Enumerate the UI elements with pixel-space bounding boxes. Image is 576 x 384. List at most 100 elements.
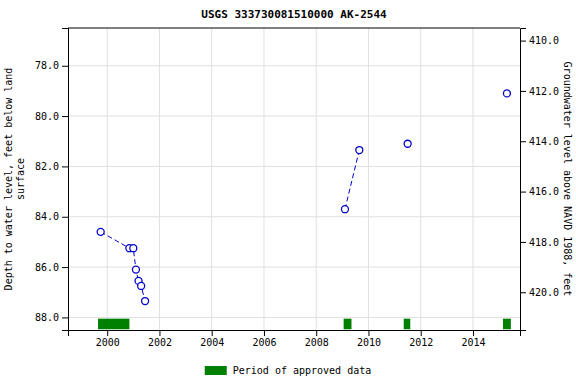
tick-mark <box>62 66 68 67</box>
tick-label: 418.0 <box>529 237 559 248</box>
bars <box>98 319 511 330</box>
frame-line <box>68 28 520 29</box>
tick: 410.0 <box>520 35 559 46</box>
grid-line <box>68 116 520 117</box>
tick-mark <box>62 166 68 167</box>
legend-item: Period of approved data <box>205 365 371 376</box>
line <box>345 150 359 209</box>
tick: 418.0 <box>520 237 559 248</box>
tick-mark <box>520 141 526 142</box>
tick-mark <box>473 330 474 336</box>
tick-label: 82.0 <box>35 161 59 172</box>
y-axis: 78.0 80.0 82.0 84.0 86.0 88.0 <box>35 29 69 331</box>
tick-mark <box>520 292 526 293</box>
tick-label: 84.0 <box>35 211 59 222</box>
tick-label: 88.0 <box>35 312 59 323</box>
tick: 2008 <box>305 330 329 348</box>
x-axis: 2000 2002 2004 2006 2008 2010 2012 2014 <box>69 330 521 348</box>
period-bar <box>98 319 129 330</box>
tick-mark <box>368 330 369 336</box>
point <box>138 282 145 289</box>
tick-label: 2006 <box>252 337 276 348</box>
grid-line <box>68 65 520 66</box>
point <box>503 90 510 97</box>
axis-line <box>69 331 521 337</box>
tick: 86.0 <box>35 262 68 273</box>
tick-mark <box>62 116 68 117</box>
tick-label: 2008 <box>305 337 329 348</box>
grid-line <box>263 28 264 330</box>
plot: 2000 2002 2004 2006 2008 2010 2012 2014 78.0 80.0… <box>35 28 559 348</box>
line <box>101 232 145 301</box>
point <box>356 147 363 154</box>
grid-line <box>68 216 520 217</box>
tick-label: 78.0 <box>35 60 59 71</box>
axis-line <box>62 29 69 331</box>
tick-mark <box>264 330 265 336</box>
grid-line <box>159 28 160 330</box>
tick-label: 2000 <box>96 337 120 348</box>
period-bar <box>404 319 411 330</box>
grid-line <box>368 28 369 330</box>
tick-label: 2010 <box>357 337 381 348</box>
tick-label: 414.0 <box>529 136 559 147</box>
point <box>404 140 411 147</box>
tick: 414.0 <box>520 136 559 147</box>
point <box>341 206 348 213</box>
tick-mark <box>107 330 108 336</box>
tick: 2004 <box>200 330 224 348</box>
tick: 82.0 <box>35 161 68 172</box>
tick-mark <box>520 242 526 243</box>
tick-label: 2012 <box>409 337 433 348</box>
tick-label: 2002 <box>148 337 172 348</box>
point <box>142 298 149 305</box>
tick-mark <box>520 41 526 42</box>
markers <box>97 228 148 304</box>
grid <box>68 28 520 330</box>
tick: 80.0 <box>35 111 68 122</box>
tick: 2000 <box>96 330 120 348</box>
tick-label: 80.0 <box>35 111 59 122</box>
marks <box>97 90 511 329</box>
legend-swatch <box>205 366 227 375</box>
grid-line <box>420 28 421 330</box>
y2-axis: 410.0 412.0 414.0 416.0 418.0 420.0 <box>520 29 559 331</box>
point <box>130 245 137 252</box>
y2-axis-title: Groundwater level above NAVD 1988, feet <box>562 62 573 297</box>
tick: 84.0 <box>35 211 68 222</box>
tick-label: 416.0 <box>529 186 559 197</box>
tick: 2012 <box>409 330 433 348</box>
markers <box>404 90 510 147</box>
point <box>132 266 139 273</box>
tick-mark <box>62 217 68 218</box>
grid-line <box>211 28 212 330</box>
tick-label: 2014 <box>461 337 485 348</box>
tick-mark <box>316 330 317 336</box>
legend-label: Period of approved data <box>233 365 371 376</box>
tick: 2014 <box>461 330 485 348</box>
grid-line <box>472 28 473 330</box>
tick-mark <box>159 330 160 336</box>
axis-line <box>521 29 527 331</box>
tick: 2010 <box>357 330 381 348</box>
tick-label: 412.0 <box>529 86 559 97</box>
point <box>97 228 104 235</box>
tick: 420.0 <box>520 287 559 298</box>
legend: Period of approved data <box>205 365 371 376</box>
tick-label: 2004 <box>200 337 224 348</box>
tick: 416.0 <box>520 186 559 197</box>
tick-mark <box>520 91 526 92</box>
tick-mark <box>421 330 422 336</box>
grid-line <box>68 166 520 167</box>
tick-mark <box>62 317 68 318</box>
tick-mark <box>212 330 213 336</box>
grid-line <box>68 317 520 318</box>
markers <box>341 147 362 213</box>
grid-line <box>316 28 317 330</box>
tick-label: 410.0 <box>529 35 559 46</box>
tick: 2002 <box>148 330 172 348</box>
grid-line <box>107 28 108 330</box>
tick: 412.0 <box>520 86 559 97</box>
tick: 78.0 <box>35 60 68 71</box>
y-axis-title: Depth to water level, feet below landsur… <box>3 68 26 291</box>
